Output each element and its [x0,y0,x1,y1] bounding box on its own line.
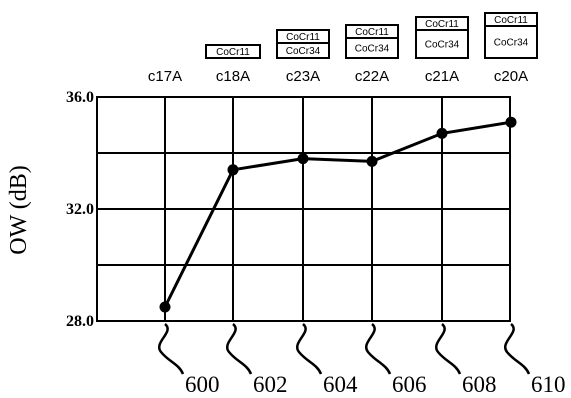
layer-label: CoCr11 [286,32,320,43]
layer-stack-outline [415,16,469,59]
y-tick-label: 36.0 [66,89,94,106]
y-tick-label: 32.0 [66,201,94,218]
reference-numeral: 608 [435,323,497,397]
y-tick-label: 28.0 [66,313,94,330]
leader-line [504,323,531,375]
leader-line [365,323,392,375]
reference-numeral-label: 604 [323,372,358,397]
category-label: c23A [286,68,320,85]
reference-numeral-label: 608 [462,372,497,397]
reference-numeral-label: 602 [253,372,288,397]
y-axis-label: OW (dB) [6,165,32,255]
data-point [297,153,309,165]
leader-line [226,323,253,375]
layer-stack: CoCr11 CoCr34 [415,16,469,59]
grid [96,96,511,322]
series-line [159,116,517,313]
reference-numeral: 600 [158,323,220,397]
data-point [436,127,448,139]
data-point [227,164,239,176]
layer-label: CoCr34 [494,38,529,49]
leader-line [435,323,462,375]
reference-numeral: 602 [226,323,288,397]
category-label: c17A [148,68,182,85]
reference-numeral-label: 600 [185,372,220,397]
leader-line [296,323,323,375]
layer-stack: CoCr11 CoCr34 [276,29,330,59]
layer-label: CoCr34 [286,46,321,57]
reference-numeral-label: 606 [392,372,427,397]
layer-label: CoCr11 [425,19,459,30]
reference-numeral: 604 [296,323,358,397]
reference-numeral: 606 [365,323,427,397]
reference-numeral: 610 [504,323,566,397]
layer-stack: CoCr11 CoCr34 [484,12,538,59]
layer-stack-outline [484,12,538,59]
layer-stack: CoCr11 [205,44,261,59]
data-point [366,155,378,167]
layer-label: CoCr34 [425,40,460,51]
category-label: c22A [355,68,389,85]
data-point [505,116,517,128]
category-label: c18A [216,68,250,85]
series-polyline [163,120,512,308]
layer-stack-outline [205,44,261,59]
reference-numerals: 600 602 604 606 608 610 [158,323,566,397]
leader-line [158,323,185,375]
layer-stack-diagrams: CoCr11CoCr11CoCr34CoCr11CoCr34CoCr11CoCr… [205,12,538,59]
category-labels: c17A c18A c23A c22A c21A c20A [148,68,528,85]
layer-label: CoCr11 [494,15,528,26]
category-label: c20A [494,68,528,85]
layer-label: CoCr11 [355,27,389,38]
category-label: c21A [425,68,459,85]
layer-stack-outline [345,24,399,59]
layer-label: CoCr11 [216,47,250,58]
data-point [159,301,171,313]
layer-label: CoCr34 [355,44,390,55]
reference-numeral-label: 610 [531,372,566,397]
layer-stack: CoCr11 CoCr34 [345,24,399,59]
y-axis-ticks: 36.0 32.0 28.0 [66,89,94,330]
